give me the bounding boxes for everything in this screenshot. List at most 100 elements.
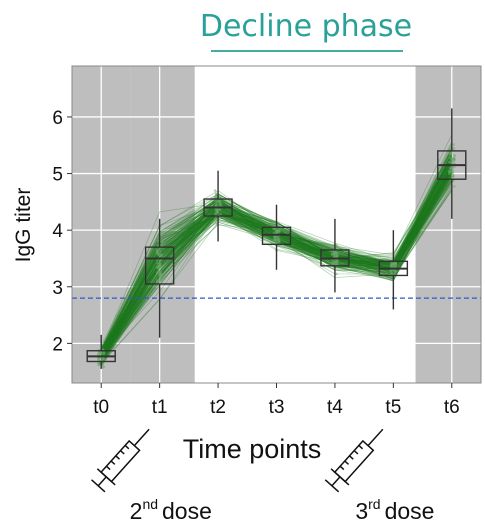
individual-point bbox=[331, 244, 335, 247]
individual-point bbox=[102, 365, 106, 369]
individual-point bbox=[447, 170, 451, 174]
individual-point bbox=[389, 278, 393, 281]
individual-point bbox=[276, 237, 279, 241]
individual-point bbox=[214, 211, 218, 215]
syringe-barrel bbox=[99, 439, 141, 483]
shaded-region-t1 bbox=[130, 66, 195, 383]
box-t3 bbox=[261, 204, 292, 270]
syringe-flange bbox=[330, 468, 350, 486]
individual-point bbox=[451, 166, 454, 170]
dose-label-t5: 3rd dose bbox=[355, 496, 434, 524]
syringe-mark bbox=[344, 460, 350, 465]
x-tick-label-t0: t0 bbox=[93, 397, 109, 418]
shaded-region-t6 bbox=[415, 66, 481, 383]
individual-point bbox=[156, 244, 159, 247]
syringe-handle bbox=[324, 479, 340, 493]
individual-point bbox=[394, 270, 398, 273]
syringe-flange bbox=[96, 468, 116, 486]
individual-point bbox=[450, 171, 454, 175]
y-tick-label-6: 6 bbox=[52, 108, 63, 129]
syringe-icon bbox=[324, 428, 384, 493]
syringe-mark bbox=[105, 465, 111, 471]
syringe-mark bbox=[348, 455, 354, 460]
individual-point bbox=[389, 269, 393, 272]
individual-point bbox=[156, 250, 159, 254]
box-body bbox=[261, 226, 292, 246]
individual-point bbox=[159, 265, 163, 268]
individual-point bbox=[452, 174, 455, 178]
syringe-mark bbox=[115, 455, 120, 460]
syringe-mark bbox=[119, 450, 125, 455]
plot-area: 2 3 4 5 6 t0 t1 t2 t3 t4 t5 t6 bbox=[52, 65, 482, 418]
individual-point bbox=[452, 147, 456, 150]
syringe-mark bbox=[124, 444, 130, 450]
individual-point bbox=[214, 218, 217, 221]
individual-point bbox=[156, 271, 160, 274]
syringe-handle bbox=[91, 479, 106, 493]
individual-point bbox=[98, 362, 101, 366]
individual-point bbox=[160, 243, 163, 246]
y-tick-label-3: 3 bbox=[52, 278, 63, 299]
individual-point bbox=[451, 160, 454, 164]
individual-point bbox=[390, 272, 393, 275]
individual-point bbox=[219, 212, 223, 216]
individual-point bbox=[451, 168, 454, 172]
x-tick-label-t1: t1 bbox=[152, 397, 168, 418]
box-t1 bbox=[144, 218, 175, 338]
y-tick-label-5: 5 bbox=[52, 165, 63, 186]
syringe-plunger bbox=[331, 476, 341, 487]
individual-point bbox=[453, 165, 456, 169]
individual-point bbox=[276, 229, 279, 233]
individual-point bbox=[453, 153, 456, 157]
individual-point bbox=[335, 261, 338, 265]
y-tick-label-4: 4 bbox=[52, 221, 63, 242]
box-t0 bbox=[86, 334, 116, 369]
individual-point bbox=[155, 281, 159, 284]
box-t6 bbox=[437, 108, 467, 219]
syringe-barrel bbox=[333, 439, 375, 483]
individual-point bbox=[334, 250, 338, 254]
chart-title: Decline phase bbox=[200, 9, 412, 44]
individual-point bbox=[278, 239, 281, 243]
syringe-mark bbox=[110, 460, 116, 465]
individual-point bbox=[156, 266, 160, 270]
syringe-needle bbox=[367, 428, 384, 447]
individual-point bbox=[216, 211, 220, 214]
x-tick-label-t6: t6 bbox=[444, 397, 460, 418]
individual-point bbox=[451, 157, 454, 161]
x-tick-label-t5: t5 bbox=[385, 397, 401, 418]
individual-point bbox=[213, 189, 217, 192]
individual-point bbox=[218, 207, 222, 211]
individual-point bbox=[159, 252, 162, 256]
individual-point bbox=[156, 235, 160, 239]
individual-point bbox=[157, 262, 161, 266]
individual-point bbox=[452, 143, 456, 146]
individual-point bbox=[161, 240, 164, 244]
y-axis-title: IgG titer bbox=[12, 188, 35, 263]
individual-point bbox=[158, 278, 161, 281]
individual-point bbox=[156, 239, 160, 243]
syringe-mark bbox=[353, 450, 359, 455]
individual-point bbox=[335, 272, 338, 276]
individual-point bbox=[97, 357, 100, 360]
syringe-needle bbox=[133, 428, 150, 447]
x-tick-label-t3: t3 bbox=[269, 397, 285, 418]
individual-point bbox=[158, 274, 162, 278]
individual-point bbox=[272, 227, 276, 231]
individual-point bbox=[215, 193, 218, 196]
individual-point bbox=[101, 362, 105, 366]
box-t5 bbox=[378, 230, 409, 310]
dose-label-t1: 2nd dose bbox=[130, 496, 212, 524]
individual-point bbox=[160, 273, 164, 277]
individual-point bbox=[448, 156, 452, 159]
box-t2 bbox=[203, 170, 233, 242]
individual-point bbox=[449, 153, 453, 156]
syringe-plunger bbox=[97, 476, 107, 487]
individual-point bbox=[155, 279, 159, 282]
individual-point bbox=[102, 351, 106, 355]
x-axis-title: Time points bbox=[183, 434, 322, 464]
individual-point bbox=[215, 200, 219, 204]
individual-point bbox=[394, 261, 398, 265]
box-body bbox=[144, 246, 175, 285]
